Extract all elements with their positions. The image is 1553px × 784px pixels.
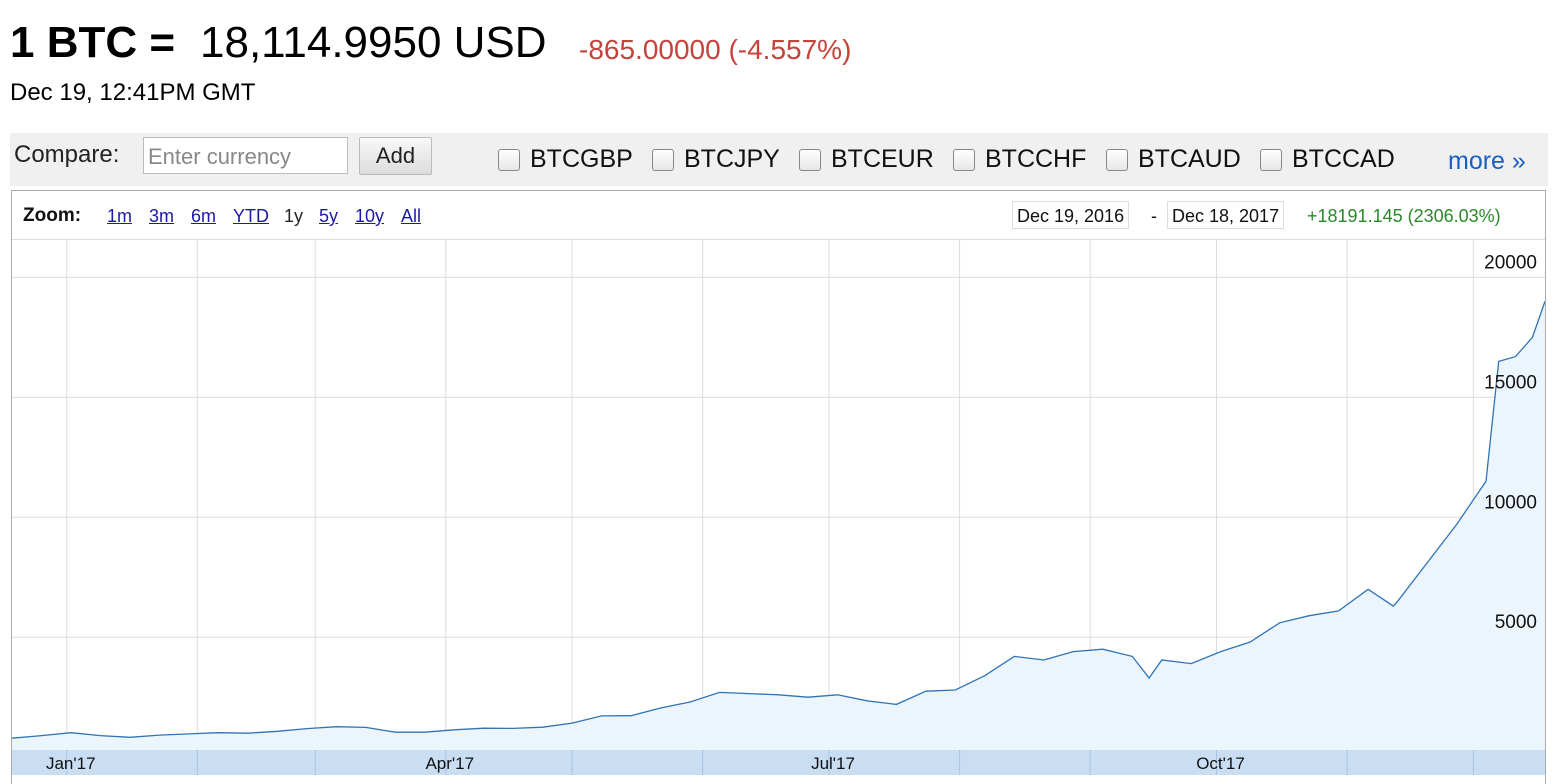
y-tick-label: 15000 (1484, 372, 1537, 393)
compare-option[interactable]: BTCEUR (799, 145, 934, 174)
compare-bar: Compare: Enter currency Add more » BTCGB… (10, 133, 1548, 186)
chart: 5000 10000 15000 20000 Jan'17 Apr'17 Jul'17 Oct… (12, 239, 1545, 775)
zoom-link[interactable]: 6m (191, 206, 217, 226)
zoom-link[interactable]: 5y (319, 206, 339, 226)
checkbox[interactable] (498, 148, 520, 171)
compare-option[interactable]: BTCCHF (953, 145, 1086, 174)
checkbox[interactable] (652, 148, 674, 171)
price-line (12, 301, 1545, 739)
option-label: BTCCHF (985, 145, 1087, 173)
compare-option[interactable]: BTCGBP (498, 145, 633, 174)
option-label: BTCCAD (1292, 145, 1395, 173)
zoom-link[interactable]: All (401, 206, 422, 226)
zoom-label: Zoom: (23, 205, 82, 226)
date-separator: - (1151, 206, 1157, 226)
checkbox[interactable] (799, 148, 821, 171)
currency-input[interactable]: Enter currency (143, 137, 348, 174)
zoom-link[interactable]: 1y (284, 206, 304, 226)
timestamp: Dec 19, 12:41PM GMT (10, 79, 256, 106)
x-tick-label: Oct'17 (1196, 754, 1245, 773)
price-change: -865.00000 (-4.557%) (579, 34, 852, 65)
more-link[interactable]: more » (1448, 147, 1526, 175)
checkbox[interactable] (953, 148, 975, 171)
option-label: BTCGBP (530, 145, 633, 173)
y-tick-label: 5000 (1495, 612, 1537, 633)
compare-option[interactable]: BTCAUD (1106, 145, 1241, 174)
add-button[interactable]: Add (359, 137, 432, 175)
compare-option[interactable]: BTCCAD (1260, 145, 1395, 174)
checkbox[interactable] (1260, 148, 1282, 171)
zoom-link[interactable]: 1m (107, 206, 133, 226)
option-label: BTCEUR (831, 145, 934, 173)
chart-panel: Zoom: Dec 19, 2016 - Dec 18, 2017 +18191… (11, 190, 1546, 784)
y-tick-label: 20000 (1484, 252, 1537, 273)
x-tick-label: Jan'17 (46, 754, 96, 773)
pair-label: 1 BTC = (10, 18, 176, 67)
x-tick-label: Jul'17 (811, 754, 855, 773)
option-label: BTCJPY (684, 145, 780, 173)
zoom-link[interactable]: 10y (355, 206, 385, 226)
y-tick-label: 10000 (1484, 492, 1537, 513)
compare-option[interactable]: BTCJPY (652, 145, 780, 174)
start-date[interactable]: Dec 19, 2016 (1012, 201, 1130, 229)
compare-label: Compare: (14, 141, 120, 168)
range-change: +18191.145 (2306.03%) (1307, 206, 1501, 226)
checkbox[interactable] (1106, 148, 1128, 171)
end-date[interactable]: Dec 18, 2017 (1167, 201, 1285, 229)
x-tick-label: Apr'17 (425, 754, 474, 773)
x-axis-band (12, 750, 1545, 775)
price: 18,114.9950 USD (200, 18, 547, 67)
option-label: BTCAUD (1138, 145, 1241, 173)
zoom-link[interactable]: YTD (233, 206, 269, 226)
zoom-link[interactable]: 3m (149, 206, 175, 226)
area (12, 301, 1545, 750)
